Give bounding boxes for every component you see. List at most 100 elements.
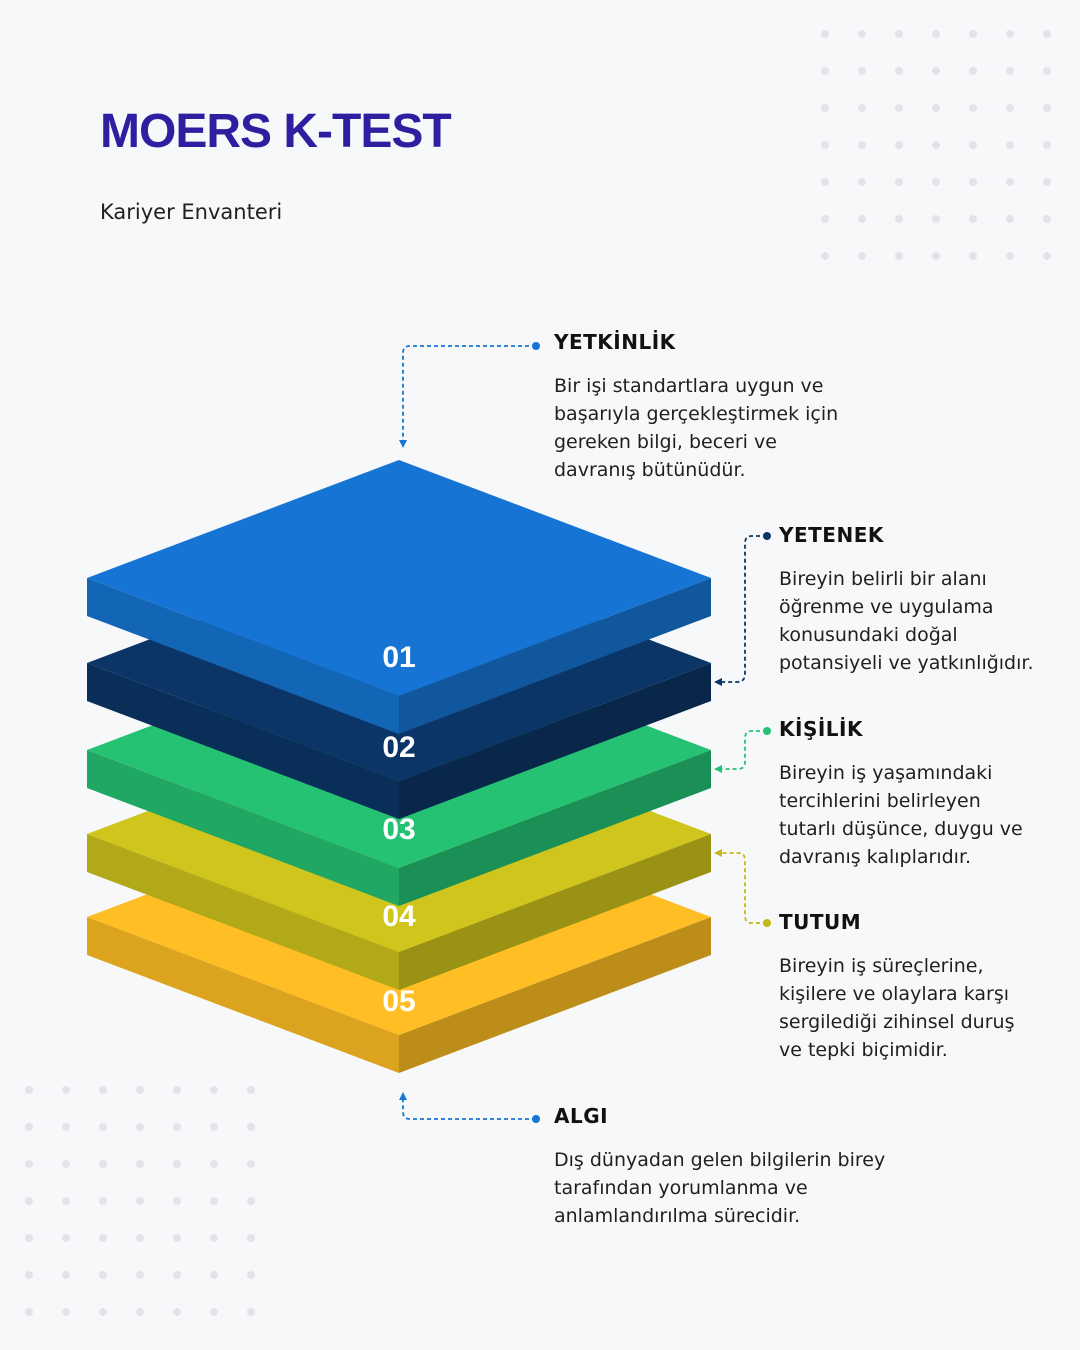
decor-dot	[858, 252, 866, 260]
decor-dot	[25, 1160, 33, 1168]
layer-left-face	[87, 917, 399, 1073]
label-tutum: TUTUM Bireyin iş süreçlerine, kişilere v…	[779, 910, 1014, 1064]
decor-dot	[247, 1160, 255, 1168]
decor-dot	[99, 1123, 107, 1131]
decor-dot	[821, 178, 829, 186]
decor-dot	[969, 30, 977, 38]
connector-yetenek	[714, 532, 771, 686]
decor-dot	[932, 67, 940, 75]
decor-dot	[210, 1308, 218, 1316]
desc-line: Bir işi standartlara uygun ve	[554, 375, 824, 397]
layer-left-face	[87, 750, 399, 906]
decor-dot	[1006, 30, 1014, 38]
decor-dot	[969, 252, 977, 260]
decor-dot	[821, 104, 829, 112]
decor-dot	[62, 1234, 70, 1242]
desc-line: tercihlerini belirleyen	[779, 790, 981, 812]
label-tutum-desc: Bireyin iş süreçlerine, kişilere ve olay…	[779, 952, 1014, 1064]
decor-dot	[173, 1197, 181, 1205]
label-kisilik: KİŞİLİK Bireyin iş yaşamındaki tercihler…	[779, 717, 1023, 871]
desc-line: kişilere ve olaylara karşı	[779, 983, 1010, 1005]
decor-dot	[99, 1160, 107, 1168]
desc-line: tutarlı düşünce, duygu ve	[779, 818, 1023, 840]
decor-dot	[1006, 178, 1014, 186]
arrow-head-icon	[714, 765, 722, 773]
decor-dot	[1043, 178, 1051, 186]
layer-left-face	[87, 578, 399, 734]
label-yetkinlik-desc: Bir işi standartlara uygun ve başarıyla …	[554, 372, 838, 484]
desc-line: anlamlandırılma sürecidir.	[554, 1205, 801, 1227]
decor-dot	[136, 1160, 144, 1168]
decor-dot	[969, 104, 977, 112]
decor-dot	[932, 215, 940, 223]
decor-dot	[1006, 141, 1014, 149]
label-algi-title: ALGI	[554, 1104, 609, 1128]
decor-dot	[62, 1123, 70, 1131]
decor-dot	[1043, 215, 1051, 223]
decor-dot	[932, 252, 940, 260]
connector-dot	[763, 532, 771, 540]
decor-dot	[99, 1197, 107, 1205]
layer-right-face	[399, 578, 711, 734]
decor-dot	[173, 1234, 181, 1242]
desc-line: öğrenme ve uygulama	[779, 596, 994, 618]
layer-left-face	[87, 663, 399, 819]
layer-left-face	[87, 834, 399, 990]
decor-dot	[247, 1197, 255, 1205]
layer-number: 04	[382, 900, 416, 933]
label-yetenek-desc: Bireyin belirli bir alanı öğrenme ve uyg…	[779, 565, 1034, 677]
decor-dot	[25, 1271, 33, 1279]
decor-dot	[173, 1160, 181, 1168]
decor-dot	[173, 1271, 181, 1279]
decor-dot	[210, 1197, 218, 1205]
desc-line: Bireyin belirli bir alanı	[779, 568, 987, 590]
layer-top-face	[87, 460, 711, 696]
decor-dot	[895, 104, 903, 112]
arrow-head-icon	[399, 1092, 407, 1100]
desc-line: konusundaki doğal	[779, 624, 958, 646]
decor-dot	[969, 141, 977, 149]
decor-dot	[932, 30, 940, 38]
decor-dot	[1006, 67, 1014, 75]
layer-01	[87, 460, 711, 734]
decor-dot	[895, 252, 903, 260]
decor-dot	[858, 104, 866, 112]
decor-dot	[895, 141, 903, 149]
decor-dot	[136, 1234, 144, 1242]
arrow-head-icon	[399, 440, 407, 448]
desc-line: Bireyin iş süreçlerine,	[779, 955, 984, 977]
decor-dot	[210, 1234, 218, 1242]
label-yetkinlik: YETKİNLİK Bir işi standartlara uygun ve …	[554, 330, 838, 484]
decor-dot	[1043, 30, 1051, 38]
label-yetenek-title: YETENEK	[779, 523, 884, 547]
decor-dot	[821, 67, 829, 75]
decor-dot	[247, 1234, 255, 1242]
layer-right-face	[399, 917, 711, 1073]
decor-dot	[1006, 104, 1014, 112]
decor-dot	[821, 252, 829, 260]
decor-dot	[136, 1123, 144, 1131]
decor-dot	[25, 1234, 33, 1242]
decor-dot	[99, 1086, 107, 1094]
layer-right-face	[399, 750, 711, 906]
decor-dot	[969, 215, 977, 223]
label-tutum-title: TUTUM	[779, 910, 862, 934]
desc-line: gereken bilgi, beceri ve	[554, 431, 777, 453]
decor-dot	[247, 1308, 255, 1316]
decor-dot	[210, 1086, 218, 1094]
arrow-head-icon	[714, 678, 722, 686]
decor-dot	[895, 30, 903, 38]
decor-dot	[136, 1308, 144, 1316]
label-algi: ALGI Dış dünyadan gelen bilgilerin birey…	[554, 1104, 885, 1230]
desc-line: tarafından yorumlanma ve	[554, 1177, 808, 1199]
decor-dot	[210, 1123, 218, 1131]
desc-line: potansiyeli ve yatkınlığıdır.	[779, 652, 1034, 674]
decor-dot	[210, 1271, 218, 1279]
desc-line: davranış kalıplarıdır.	[779, 846, 972, 868]
desc-line: sergilediği zihinsel duruş	[779, 1011, 1015, 1033]
decor-dot	[858, 30, 866, 38]
decor-dot	[210, 1160, 218, 1168]
connector-dot	[532, 1115, 540, 1123]
layer-number: 02	[382, 731, 415, 764]
